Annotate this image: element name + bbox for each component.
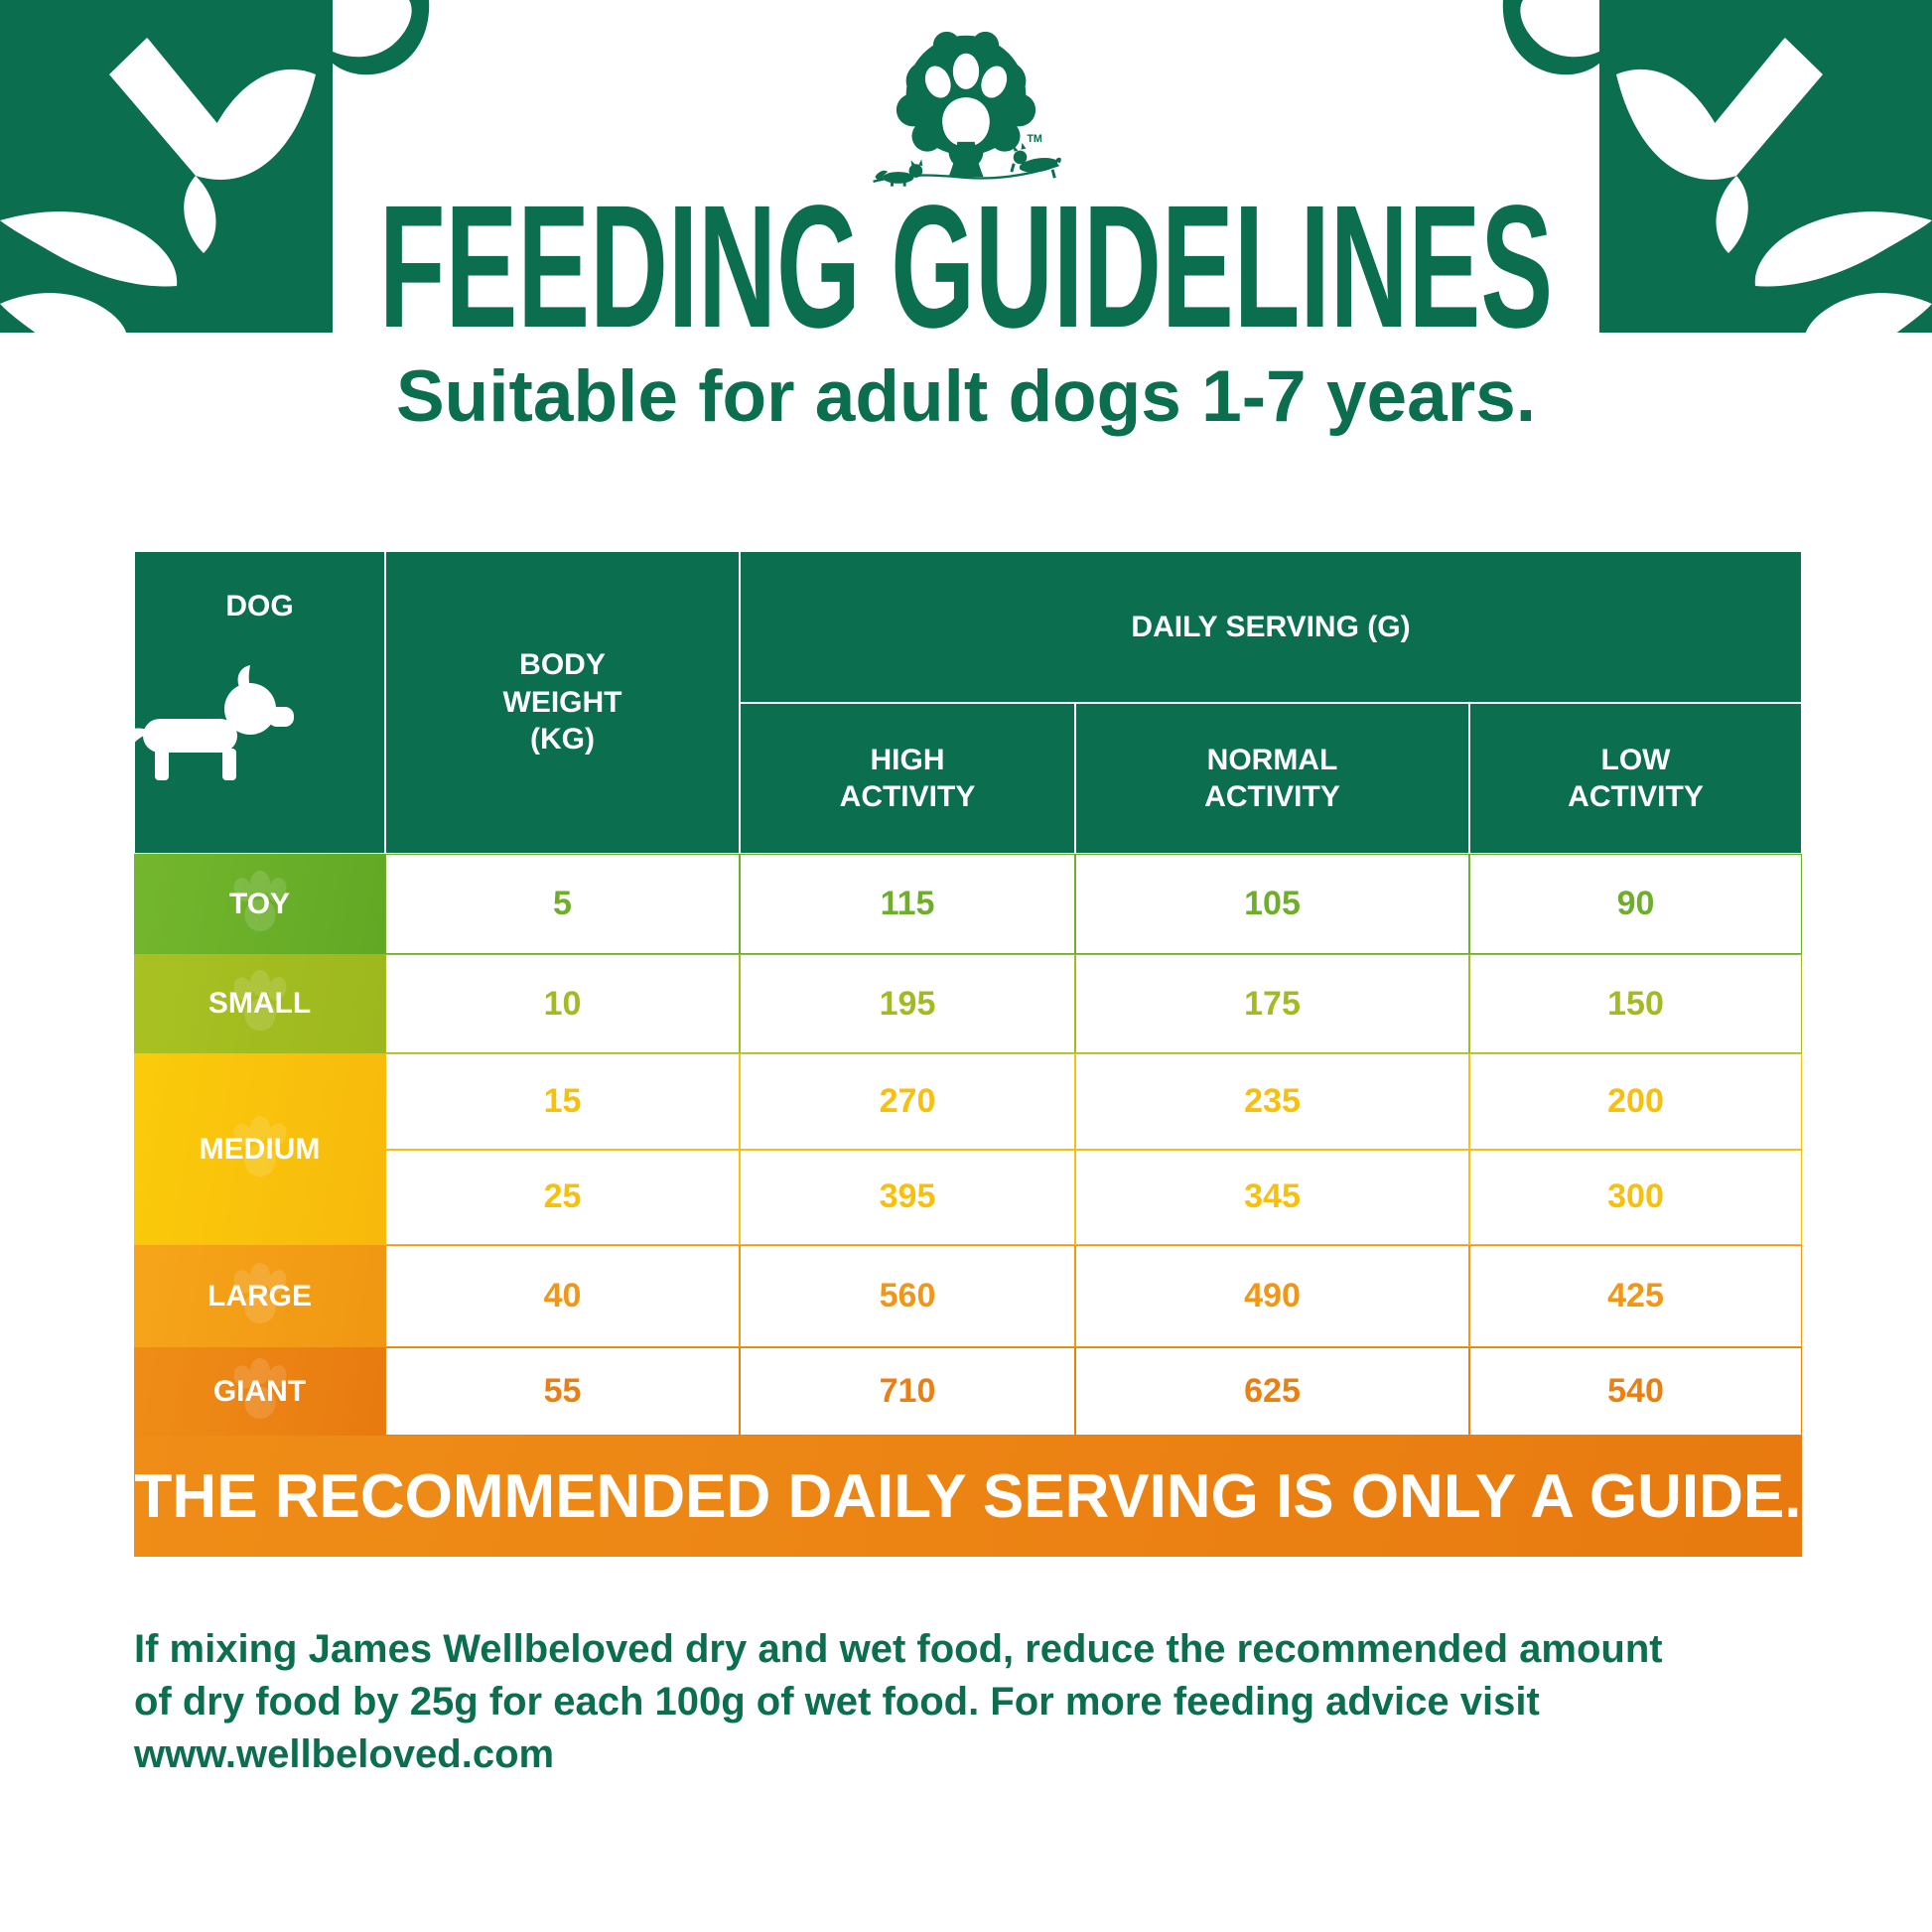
svg-text:TM: TM — [1027, 133, 1042, 145]
